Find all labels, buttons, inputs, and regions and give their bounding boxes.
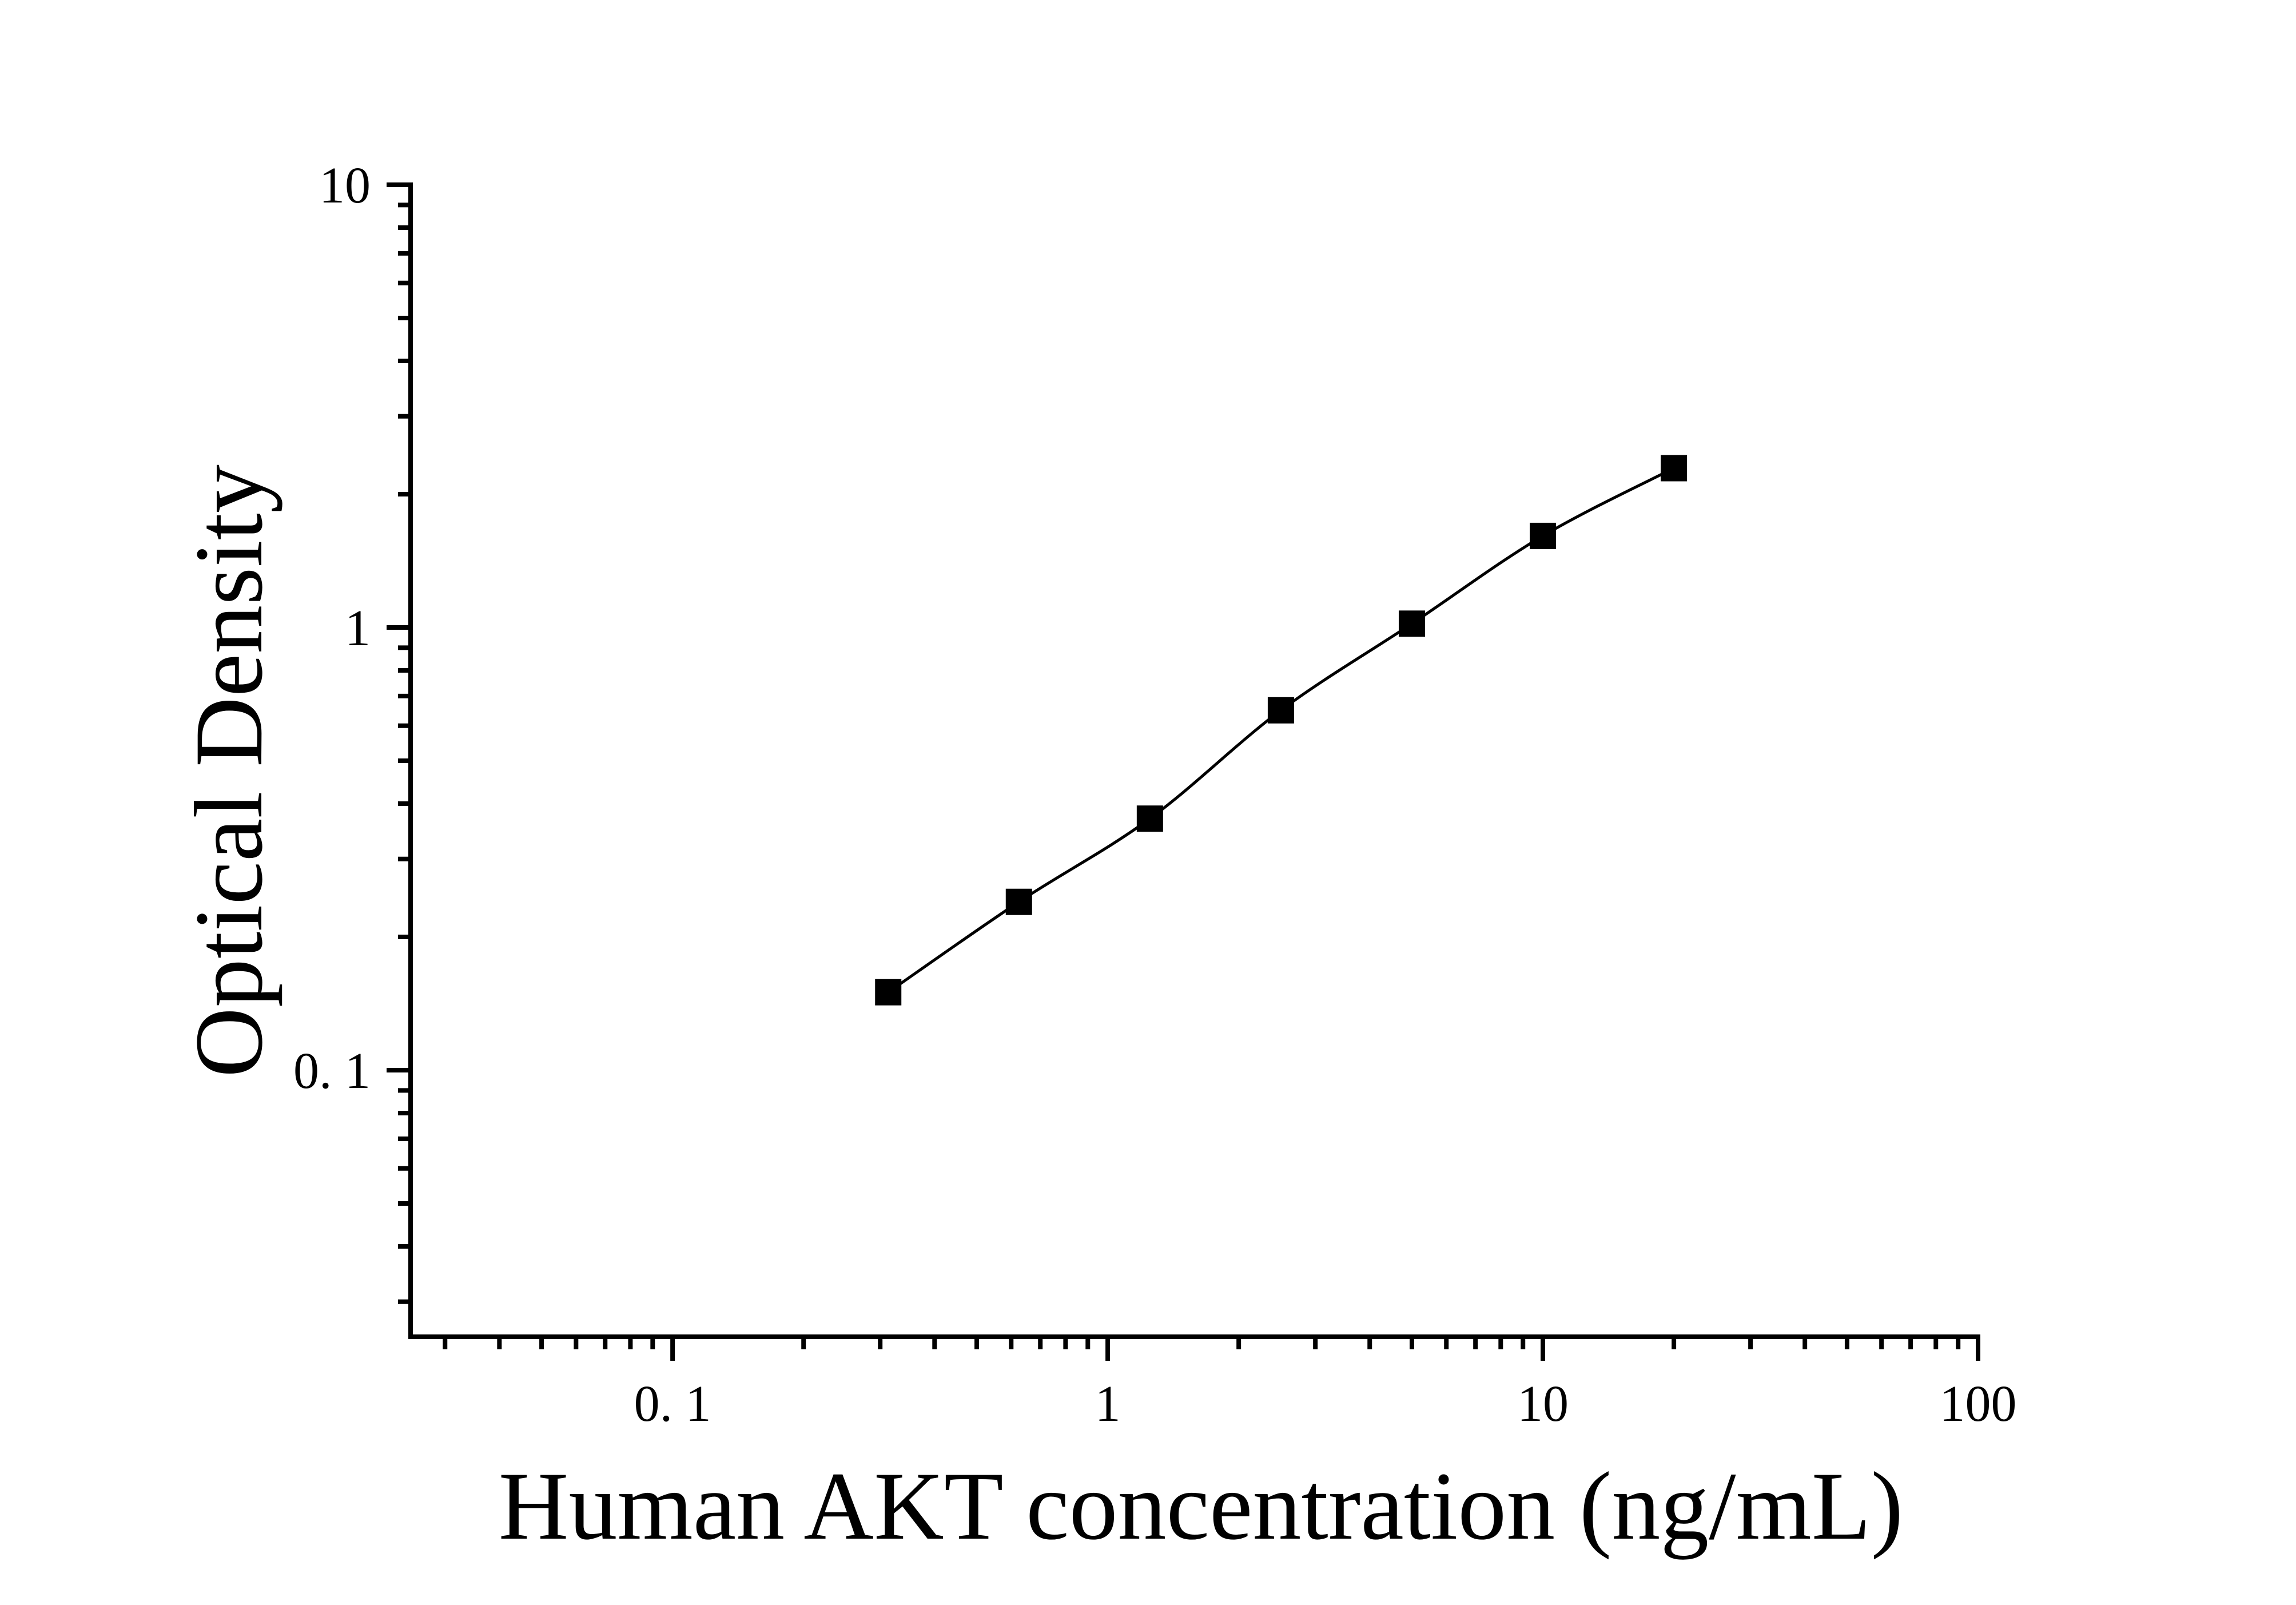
data-point-marker (875, 979, 902, 1006)
x-tick-label: 1 (1095, 1376, 1121, 1432)
axis-lines (408, 182, 1980, 1339)
data-point-marker (1136, 805, 1163, 832)
data-point-marker (1398, 610, 1425, 637)
y-tick-label: 0. 1 (293, 1043, 371, 1099)
x-axis-title: Human AKT concentration (ng/mL) (499, 1452, 1904, 1560)
data-series (875, 455, 1688, 1006)
data-point-marker (1267, 697, 1294, 724)
axes (408, 182, 1980, 1339)
data-point-marker (1005, 888, 1032, 915)
tick-labels: 0. 1 1 10 100 0. 1 1 10 (293, 157, 2017, 1432)
y-tick-label: 10 (319, 157, 371, 214)
axis-ticks (387, 182, 1980, 1361)
y-axis-title: Optical Density (175, 464, 282, 1078)
x-tick-label: 10 (1517, 1376, 1569, 1432)
data-point-marker (1530, 522, 1557, 549)
x-tick-label: 100 (1940, 1376, 2017, 1432)
data-point-marker (1661, 455, 1688, 482)
x-tick-label: 0. 1 (634, 1376, 711, 1432)
y-tick-label: 1 (345, 600, 371, 657)
